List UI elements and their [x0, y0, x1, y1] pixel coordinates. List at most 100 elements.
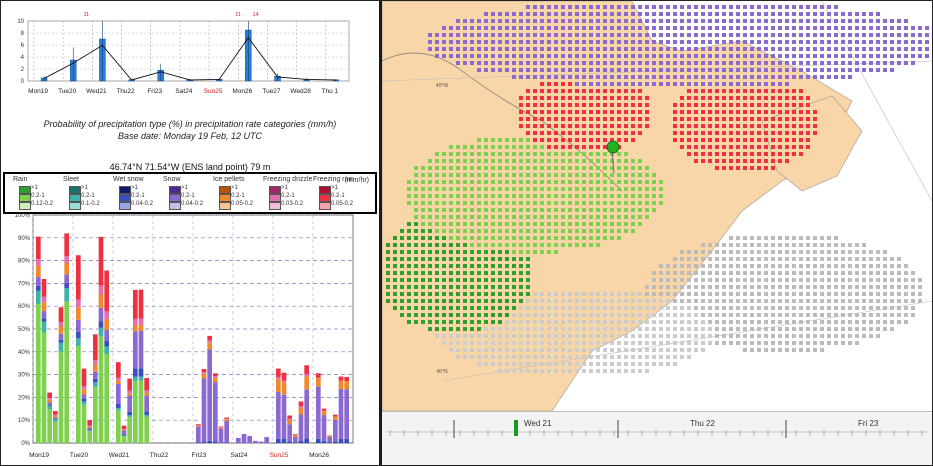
map-grid-cell	[561, 320, 565, 324]
map-grid-cell	[701, 278, 705, 282]
map-grid-cell	[484, 54, 488, 58]
map-grid-cell	[799, 152, 803, 156]
map-grid-cell	[470, 33, 474, 37]
map-grid-cell	[687, 96, 691, 100]
map-grid-cell	[813, 285, 817, 289]
map-grid-cell	[736, 33, 740, 37]
legend-group-title: Sleet	[63, 176, 79, 183]
map-grid-cell	[834, 320, 838, 324]
map-grid-cell	[512, 362, 516, 366]
bottom-bar-segment	[58, 342, 64, 352]
map-grid-cell	[820, 320, 824, 324]
map-grid-cell	[778, 40, 782, 44]
map-grid-cell	[757, 26, 761, 30]
map-grid-cell	[785, 124, 789, 128]
map-grid-cell	[477, 348, 481, 352]
map-grid-cell	[428, 47, 432, 51]
map-grid-cell	[533, 369, 537, 373]
map-grid-cell	[806, 257, 810, 261]
map-grid-cell	[575, 61, 579, 65]
map-grid-cell	[533, 362, 537, 366]
map-grid-cell	[533, 47, 537, 51]
map-grid-cell	[554, 61, 558, 65]
map-grid-cell	[778, 82, 782, 86]
map-grid-cell	[680, 334, 684, 338]
map-grid-cell	[617, 222, 621, 226]
map-grid-cell	[904, 33, 908, 37]
map-grid-cell	[414, 320, 418, 324]
map-grid-cell	[582, 33, 586, 37]
map-grid-cell	[449, 243, 453, 247]
map-grid-cell	[764, 264, 768, 268]
map-grid-cell	[792, 299, 796, 303]
map-grid-cell	[484, 61, 488, 65]
map-grid-cell	[554, 89, 558, 93]
map-grid-cell	[687, 19, 691, 23]
map-grid-cell	[820, 26, 824, 30]
map-grid-cell	[428, 40, 432, 44]
map-grid-cell	[694, 82, 698, 86]
map-grid-cell	[876, 264, 880, 268]
map-grid-cell	[757, 5, 761, 9]
map-grid-cell	[757, 250, 761, 254]
map-grid-cell	[708, 61, 712, 65]
bottom-bar-segment	[58, 326, 64, 334]
bottom-y-tick: 30%	[18, 373, 31, 379]
map-grid-cell	[554, 131, 558, 135]
map-grid-cell	[505, 285, 509, 289]
map-grid-cell	[575, 215, 579, 219]
map-grid-cell	[533, 236, 537, 240]
map-grid-cell	[540, 54, 544, 58]
map-grid-cell	[799, 285, 803, 289]
map-grid-cell	[785, 327, 789, 331]
map-grid-cell	[869, 306, 873, 310]
map-grid-cell	[617, 299, 621, 303]
map-grid-cell	[743, 145, 747, 149]
map-grid-cell	[729, 47, 733, 51]
map-grid-cell	[610, 299, 614, 303]
map-grid-cell	[827, 54, 831, 58]
map-grid-cell	[442, 26, 446, 30]
bottom-bar-segment	[76, 319, 81, 332]
map-grid-cell	[638, 117, 642, 121]
map-grid-cell	[820, 264, 824, 268]
map-grid-cell	[442, 278, 446, 282]
bottom-y-tick: 0%	[21, 441, 30, 447]
map-grid-cell	[463, 145, 467, 149]
map-grid-cell	[841, 19, 845, 23]
legend-label: 0.2-1	[81, 193, 95, 199]
map-grid-cell	[470, 236, 474, 240]
bottom-bar-segment	[213, 376, 218, 378]
map-grid-cell	[407, 201, 411, 205]
time-slider[interactable]: Wed 21 Thu 22 Fri 23	[382, 411, 932, 465]
map-grid-cell	[750, 40, 754, 44]
map-grid-cell	[743, 75, 747, 79]
map-grid-cell	[477, 180, 481, 184]
bottom-bar-segment	[338, 380, 344, 389]
map-grid-cell	[673, 124, 677, 128]
bottom-bar-segment	[207, 335, 212, 341]
map-grid-cell	[708, 96, 712, 100]
map-grid-cell	[834, 264, 838, 268]
map-grid-cell	[834, 250, 838, 254]
map-grid-cell	[498, 334, 502, 338]
map-grid-cell	[659, 348, 663, 352]
map-grid-cell	[729, 33, 733, 37]
meteogram-panel: 0 2 4 6 8 10 Mon19 Tue20 Wed21 Thu22 Fri23 Sat24 Sun…	[1, 1, 379, 465]
map-grid-cell	[491, 285, 495, 289]
precip-type-map[interactable]: 40°W40°N	[382, 1, 932, 411]
map-grid-cell	[764, 278, 768, 282]
map-grid-cell	[701, 96, 705, 100]
map-grid-cell	[554, 334, 558, 338]
map-grid-cell	[834, 26, 838, 30]
map-grid-cell	[834, 33, 838, 37]
bottom-bar-segment	[104, 341, 109, 347]
map-grid-cell	[631, 355, 635, 359]
map-grid-cell	[470, 257, 474, 261]
map-grid-cell	[498, 299, 502, 303]
map-grid-cell	[834, 61, 838, 65]
map-grid-cell	[477, 145, 481, 149]
map-grid-cell	[687, 145, 691, 149]
map-grid-cell	[449, 152, 453, 156]
map-panel[interactable]: 40°W 40°N Wed 21 Thu 22 Fri 23	[382, 1, 932, 465]
